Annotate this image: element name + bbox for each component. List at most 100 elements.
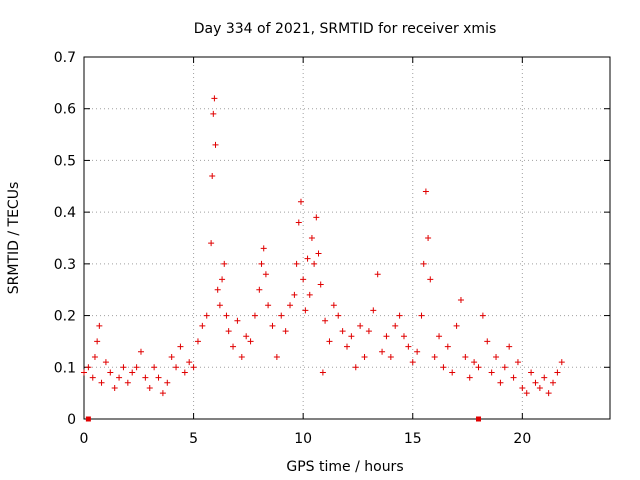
data-point bbox=[440, 364, 447, 371]
data-point bbox=[81, 369, 87, 376]
y-axis-label: SRMTID / TECUs bbox=[6, 182, 22, 295]
data-point bbox=[466, 374, 473, 381]
data-point bbox=[558, 359, 565, 366]
data-point bbox=[190, 364, 197, 371]
y-tick-label: 0.5 bbox=[54, 153, 76, 169]
data-point bbox=[479, 312, 486, 319]
axis-marker bbox=[85, 416, 91, 422]
data-point bbox=[208, 240, 215, 247]
data-point bbox=[425, 235, 432, 241]
data-point bbox=[475, 364, 482, 371]
data-point bbox=[306, 291, 313, 298]
data-point bbox=[216, 302, 223, 309]
data-point bbox=[326, 338, 333, 345]
data-point bbox=[315, 250, 322, 257]
y-ticks: 0 0.1 0.2 0.3 0.4 0.5 0.6 0.7 bbox=[54, 50, 610, 428]
data-point bbox=[322, 317, 329, 324]
data-point bbox=[238, 353, 245, 360]
data-point bbox=[199, 322, 206, 329]
x-ticks: 0 5 10 15 20 bbox=[80, 57, 531, 447]
data-point bbox=[221, 260, 228, 267]
y-tick-label: 0.6 bbox=[54, 102, 76, 118]
data-point bbox=[168, 353, 175, 360]
data-point bbox=[142, 374, 149, 381]
data-point bbox=[457, 297, 464, 304]
data-point bbox=[374, 271, 381, 278]
data-point bbox=[357, 322, 364, 329]
data-point bbox=[506, 343, 513, 350]
data-point bbox=[94, 338, 101, 345]
y-tick-label: 0 bbox=[67, 412, 76, 428]
data-point bbox=[230, 343, 237, 350]
data-point bbox=[211, 95, 218, 102]
y-tick-label: 0.4 bbox=[54, 205, 76, 221]
data-point bbox=[223, 312, 230, 319]
data-point bbox=[247, 338, 254, 345]
data-point bbox=[302, 307, 309, 314]
data-point bbox=[462, 353, 469, 360]
data-point bbox=[536, 384, 543, 391]
data-point bbox=[418, 312, 425, 319]
data-point bbox=[203, 312, 210, 319]
data-points bbox=[81, 95, 565, 397]
x-tick-label: 20 bbox=[513, 431, 531, 447]
data-point bbox=[186, 359, 193, 366]
data-point bbox=[137, 348, 144, 355]
data-point bbox=[510, 374, 517, 381]
data-point bbox=[396, 312, 403, 319]
data-point bbox=[146, 384, 153, 391]
data-point bbox=[409, 359, 416, 366]
data-point bbox=[98, 379, 105, 386]
data-point bbox=[431, 353, 438, 360]
data-point bbox=[111, 384, 118, 391]
x-tick-label: 5 bbox=[189, 431, 198, 447]
data-point bbox=[116, 374, 123, 381]
data-point bbox=[392, 322, 399, 329]
data-point bbox=[330, 302, 337, 309]
data-point bbox=[514, 359, 521, 366]
data-point bbox=[519, 384, 526, 391]
data-point bbox=[554, 369, 561, 376]
x-axis-label: GPS time / hours bbox=[286, 459, 403, 475]
x-tick-label: 15 bbox=[404, 431, 422, 447]
data-point bbox=[91, 353, 98, 360]
data-point bbox=[96, 322, 103, 329]
data-point bbox=[304, 255, 311, 262]
data-point bbox=[317, 281, 324, 288]
x-tick-label: 10 bbox=[294, 431, 312, 447]
data-point bbox=[295, 219, 302, 226]
data-point bbox=[444, 343, 451, 350]
data-point bbox=[219, 276, 226, 283]
data-point bbox=[210, 110, 217, 117]
data-point bbox=[370, 307, 377, 314]
data-point bbox=[291, 291, 298, 298]
data-point bbox=[258, 260, 265, 267]
data-point bbox=[308, 235, 315, 241]
plot-frame bbox=[83, 56, 611, 420]
data-point bbox=[379, 348, 386, 355]
data-point bbox=[209, 172, 216, 179]
data-point bbox=[361, 353, 368, 360]
data-point bbox=[262, 271, 269, 278]
data-point bbox=[422, 188, 429, 195]
data-point bbox=[297, 198, 304, 205]
data-point bbox=[545, 390, 552, 397]
data-point bbox=[85, 364, 92, 371]
data-point bbox=[212, 141, 219, 148]
data-point bbox=[256, 286, 263, 293]
data-point bbox=[335, 312, 342, 319]
data-point bbox=[319, 369, 326, 376]
data-point bbox=[269, 322, 276, 329]
data-point bbox=[89, 374, 96, 381]
x-tick-label: 0 bbox=[80, 431, 89, 447]
data-point bbox=[278, 312, 285, 319]
data-point bbox=[194, 338, 201, 345]
y-tick-label: 0.2 bbox=[54, 309, 76, 325]
data-point bbox=[528, 369, 535, 376]
data-point bbox=[497, 379, 504, 386]
data-point bbox=[420, 260, 427, 267]
data-point bbox=[282, 328, 289, 335]
data-point bbox=[120, 364, 127, 371]
data-point bbox=[251, 312, 258, 319]
data-point bbox=[260, 245, 267, 252]
